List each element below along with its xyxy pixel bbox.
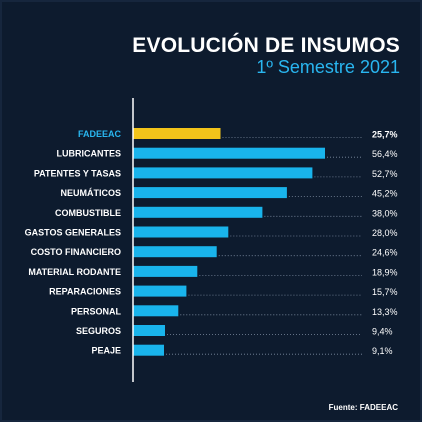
category-label: PATENTES Y TASAS	[34, 168, 121, 178]
bar	[133, 285, 187, 297]
bar	[133, 344, 164, 356]
category-label: LUBRICANTES	[57, 149, 122, 159]
category-label: PERSONAL	[71, 306, 122, 316]
category-label: REPARACIONES	[49, 287, 121, 297]
value-label: 15,7%	[372, 287, 398, 297]
bar	[133, 265, 198, 277]
bar	[133, 128, 221, 139]
category-label: MATERIAL RODANTE	[28, 267, 121, 277]
source-note: Fuente: FADEEAC	[328, 403, 398, 412]
value-label: 24,6%	[372, 248, 398, 258]
value-label: 25,7%	[372, 130, 398, 140]
category-label: GASTOS GENERALES	[25, 228, 121, 238]
bar	[133, 206, 263, 218]
bar	[133, 147, 325, 159]
bar	[133, 305, 179, 317]
category-label: NEUMÁTICOS	[61, 188, 122, 198]
value-label: 56,4%	[372, 149, 398, 159]
bar	[133, 246, 217, 258]
category-label: COSTO FINANCIERO	[31, 247, 121, 257]
bar	[133, 167, 313, 179]
chart-title: EVOLUCIÓN DE INSUMOS	[132, 34, 400, 57]
category-label: SEGUROS	[76, 326, 121, 336]
bar	[133, 187, 287, 199]
bar	[133, 325, 165, 336]
value-label: 9,1%	[372, 346, 393, 356]
bar	[133, 226, 229, 238]
value-label: 52,7%	[372, 169, 398, 179]
value-label: 9,4%	[372, 327, 393, 337]
value-label: 28,0%	[372, 228, 398, 238]
value-label: 45,2%	[372, 189, 398, 199]
category-label: COMBUSTIBLE	[55, 208, 121, 218]
category-label: FADEEAC	[78, 129, 122, 139]
value-label: 38,0%	[372, 208, 398, 218]
value-label: 18,9%	[372, 267, 398, 277]
category-label: PEAJE	[91, 346, 121, 356]
value-label: 13,3%	[372, 307, 398, 317]
chart-subtitle: 1º Semestre 2021	[256, 57, 400, 77]
